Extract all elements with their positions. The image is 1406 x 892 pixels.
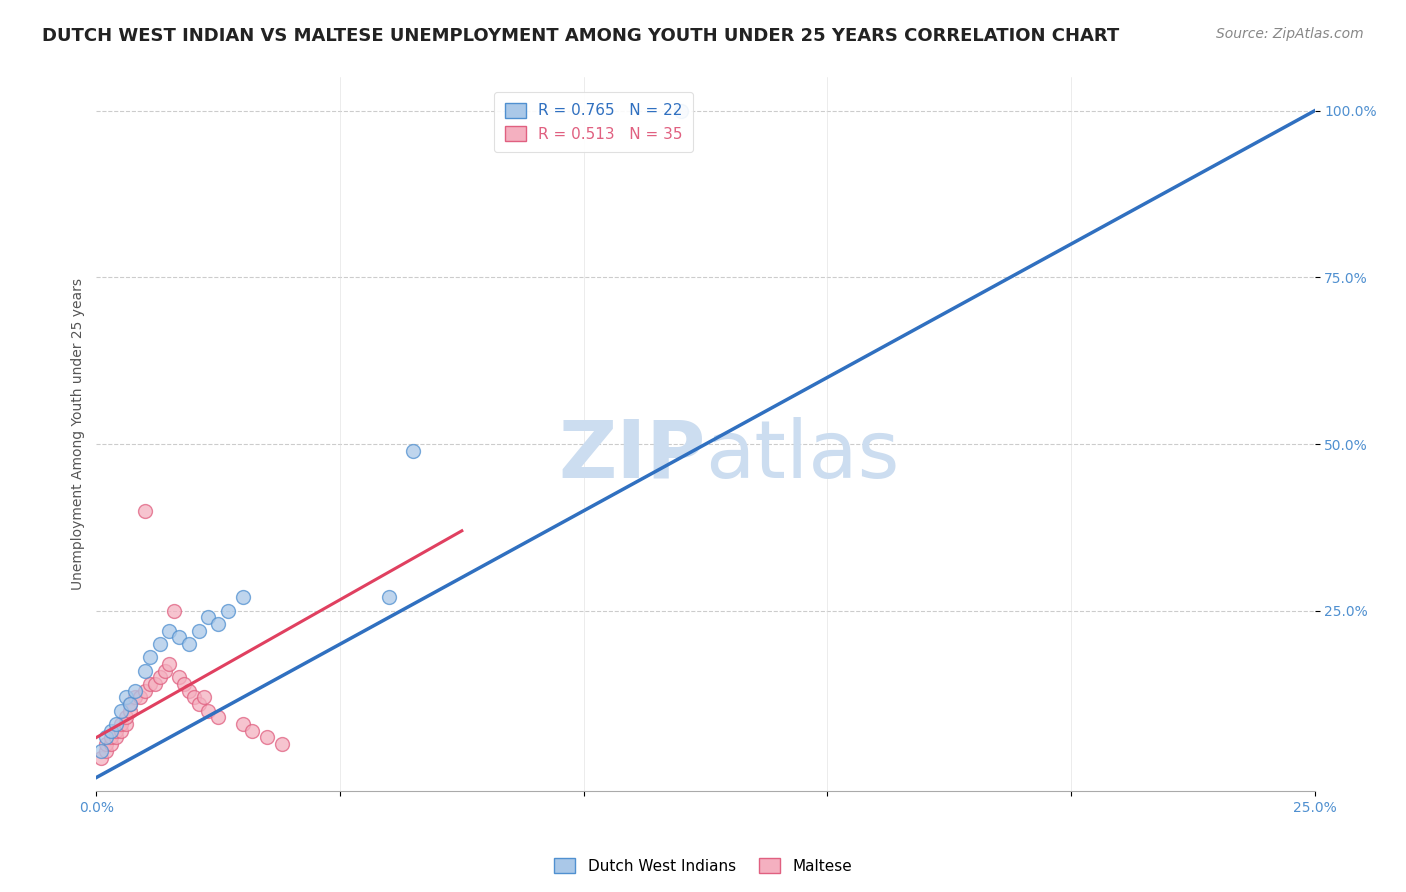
Point [90, 744, 112, 758]
Point [143, 677, 166, 691]
Legend: Dutch West Indians, Maltese: Dutch West Indians, Maltese [548, 852, 858, 880]
Point [120, 697, 142, 711]
Legend: R = 0.765   N = 22, R = 0.513   N = 35: R = 0.765 N = 22, R = 0.513 N = 35 [494, 92, 693, 153]
Point [402, 443, 425, 458]
Point [153, 664, 176, 678]
Text: atlas: atlas [706, 417, 900, 494]
Point [129, 690, 152, 705]
Point [163, 604, 186, 618]
Point [232, 717, 254, 731]
Point [232, 591, 254, 605]
Text: ZIP: ZIP [558, 417, 706, 494]
Point [104, 723, 127, 738]
Point [177, 637, 200, 651]
Point [134, 664, 156, 678]
Point [90, 750, 112, 764]
Point [197, 704, 219, 718]
Point [114, 710, 136, 724]
Point [139, 650, 162, 665]
Point [104, 731, 127, 745]
Point [134, 683, 156, 698]
Point [110, 723, 132, 738]
Point [377, 591, 399, 605]
Point [149, 671, 172, 685]
Point [187, 697, 209, 711]
Point [240, 723, 263, 738]
Point [149, 637, 172, 651]
Point [114, 690, 136, 705]
Point [100, 737, 122, 751]
Point [114, 717, 136, 731]
Point [256, 731, 278, 745]
Point [94, 731, 117, 745]
Point [120, 704, 142, 718]
Point [173, 677, 195, 691]
Point [270, 737, 292, 751]
Point [94, 737, 117, 751]
Y-axis label: Unemployment Among Youth under 25 years: Unemployment Among Youth under 25 years [72, 278, 86, 591]
Point [139, 677, 162, 691]
Point [159, 657, 181, 672]
Point [159, 624, 181, 638]
Point [124, 690, 146, 705]
Point [120, 697, 142, 711]
Point [183, 690, 205, 705]
Point [134, 504, 156, 518]
Point [100, 731, 122, 745]
Text: DUTCH WEST INDIAN VS MALTESE UNEMPLOYMENT AMONG YOUTH UNDER 25 YEARS CORRELATION: DUTCH WEST INDIAN VS MALTESE UNEMPLOYMEN… [42, 27, 1119, 45]
Point [217, 604, 239, 618]
Point [104, 717, 127, 731]
Point [110, 717, 132, 731]
Point [197, 610, 219, 624]
Point [167, 631, 190, 645]
Text: Source: ZipAtlas.com: Source: ZipAtlas.com [1216, 27, 1364, 41]
Point [669, 103, 692, 118]
Point [187, 624, 209, 638]
Point [207, 710, 229, 724]
Point [193, 690, 215, 705]
Point [94, 744, 117, 758]
Point [167, 671, 190, 685]
Point [100, 723, 122, 738]
Point [177, 683, 200, 698]
Point [110, 704, 132, 718]
Point [207, 617, 229, 632]
Point [124, 683, 146, 698]
